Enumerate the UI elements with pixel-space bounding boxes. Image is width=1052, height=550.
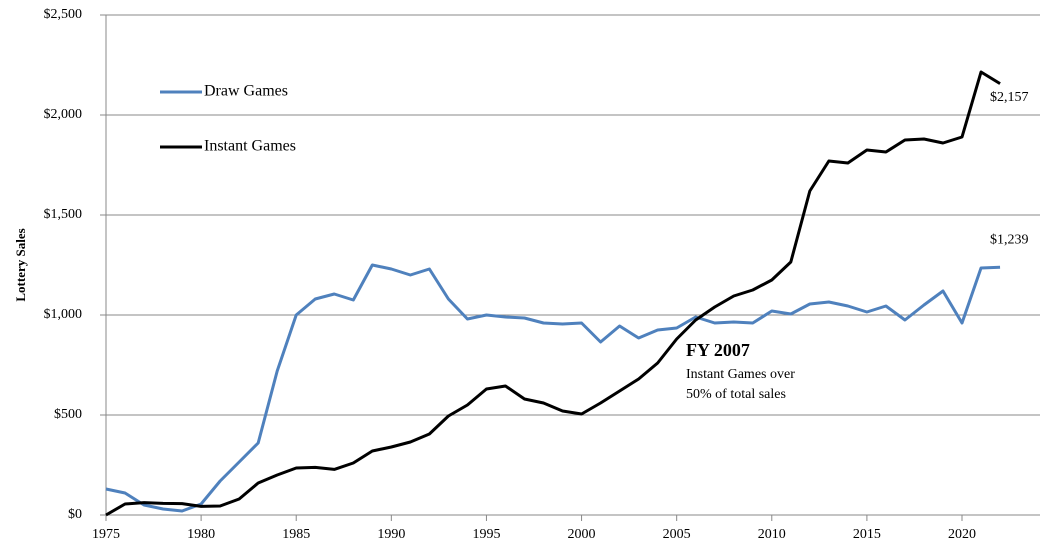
data-label: $1,239 (990, 232, 1029, 247)
x-tick-label: 2010 (758, 527, 786, 542)
x-tick-label: 1985 (282, 527, 310, 542)
x-tick-label: 2005 (663, 527, 691, 542)
y-tick-label: $2,500 (44, 7, 83, 22)
x-tick-label: 1980 (187, 527, 215, 542)
y-tick-label: $500 (54, 407, 82, 422)
y-axis-label: Lottery Sales (13, 228, 28, 301)
x-tick-label: 1990 (377, 527, 405, 542)
y-tick-label: $0 (68, 507, 82, 522)
x-tick-label: 1975 (92, 527, 120, 542)
y-tick-label: $1,000 (44, 307, 83, 322)
annotation-line: 50% of total sales (686, 387, 786, 402)
x-tick-label: 2020 (948, 527, 976, 542)
y-tick-label: $2,000 (44, 107, 83, 122)
x-tick-label: 1995 (472, 527, 500, 542)
data-label: $2,157 (990, 90, 1029, 105)
annotation-line: Instant Games over (686, 367, 795, 382)
x-tick-label: 2000 (568, 527, 596, 542)
series-line (105, 70, 1001, 517)
legend-label: Instant Games (204, 138, 296, 155)
annotation-title: FY 2007 (686, 340, 750, 360)
x-tick-label: 2015 (853, 527, 881, 542)
y-tick-label: $1,500 (44, 207, 83, 222)
series-line (105, 263, 1001, 513)
legend-label: Draw Games (204, 83, 288, 100)
